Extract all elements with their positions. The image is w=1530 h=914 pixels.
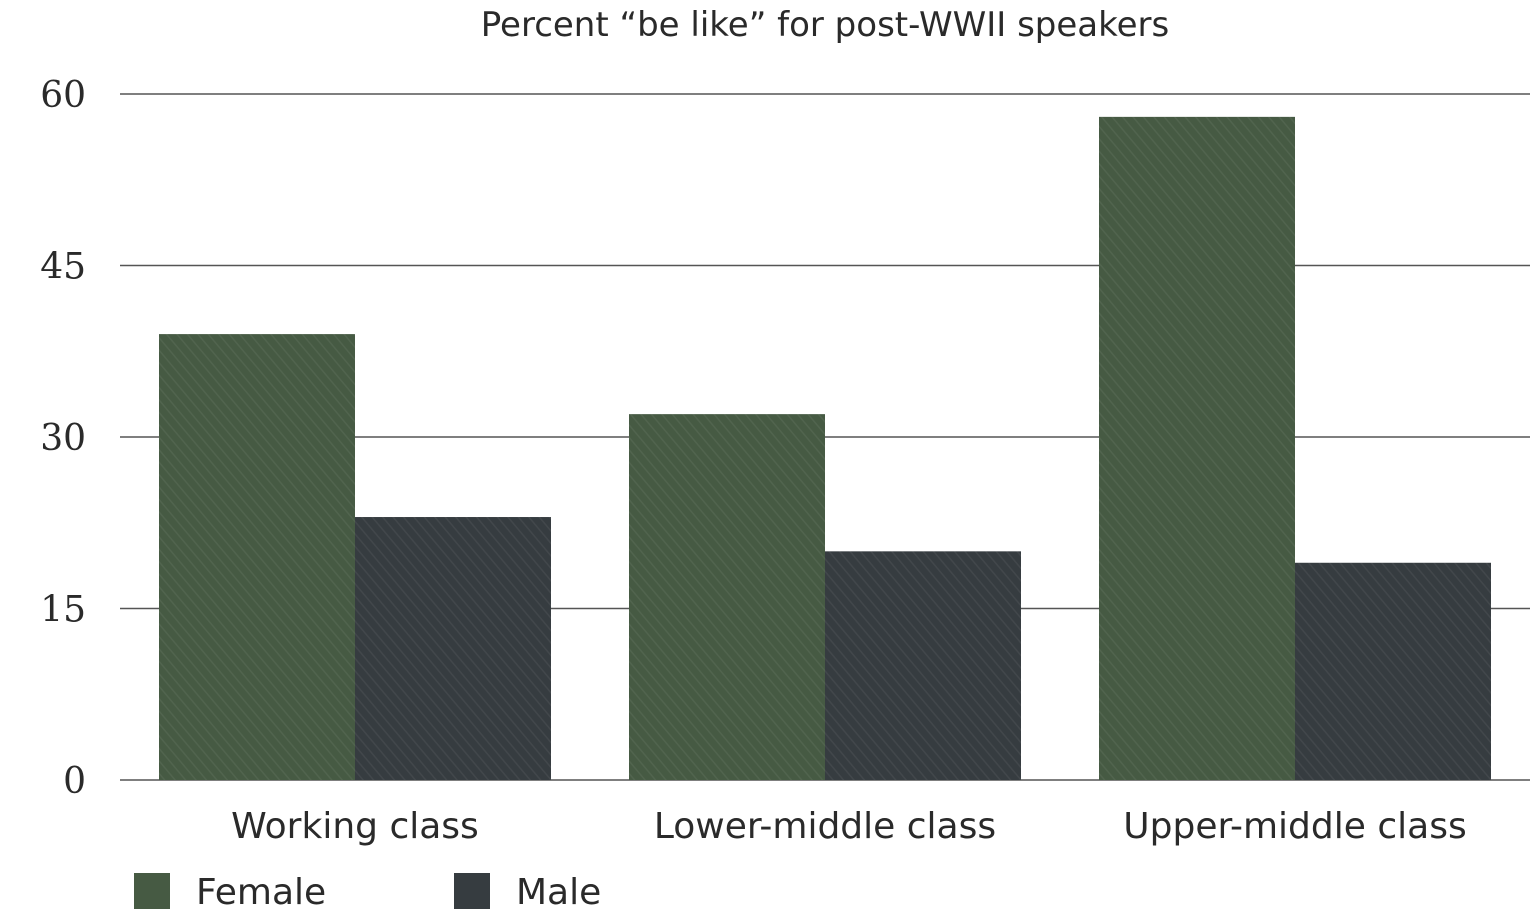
x-axis-labels: Working class Lower-middle class Upper-mid… (231, 806, 1467, 847)
bar-texture (355, 517, 551, 780)
x-tick-label: Working class (231, 806, 479, 847)
legend-label-male: Male (516, 872, 601, 913)
legend-label-female: Female (196, 872, 326, 913)
bars (159, 116, 1491, 780)
legend: Female Male (134, 872, 601, 913)
bar-texture (629, 414, 825, 780)
legend-swatch-male (454, 873, 490, 909)
y-tick-label: 15 (40, 590, 86, 631)
bar-texture (159, 334, 355, 780)
y-tick-label: 0 (63, 761, 86, 802)
x-tick-label: Lower-middle class (654, 806, 996, 847)
y-tick-label: 60 (40, 75, 86, 116)
x-tick-label: Upper-middle class (1123, 806, 1466, 847)
y-tick-label: 45 (40, 247, 86, 288)
y-tick-label: 30 (40, 418, 86, 459)
chart-title: Percent “be like” for post-WWII speakers (481, 5, 1169, 45)
bar-texture (1295, 562, 1491, 780)
bar-texture (825, 551, 1021, 780)
y-axis-ticks: 0 15 30 45 60 (40, 75, 86, 802)
bar-texture (1099, 116, 1295, 780)
legend-swatch-female (134, 873, 170, 909)
